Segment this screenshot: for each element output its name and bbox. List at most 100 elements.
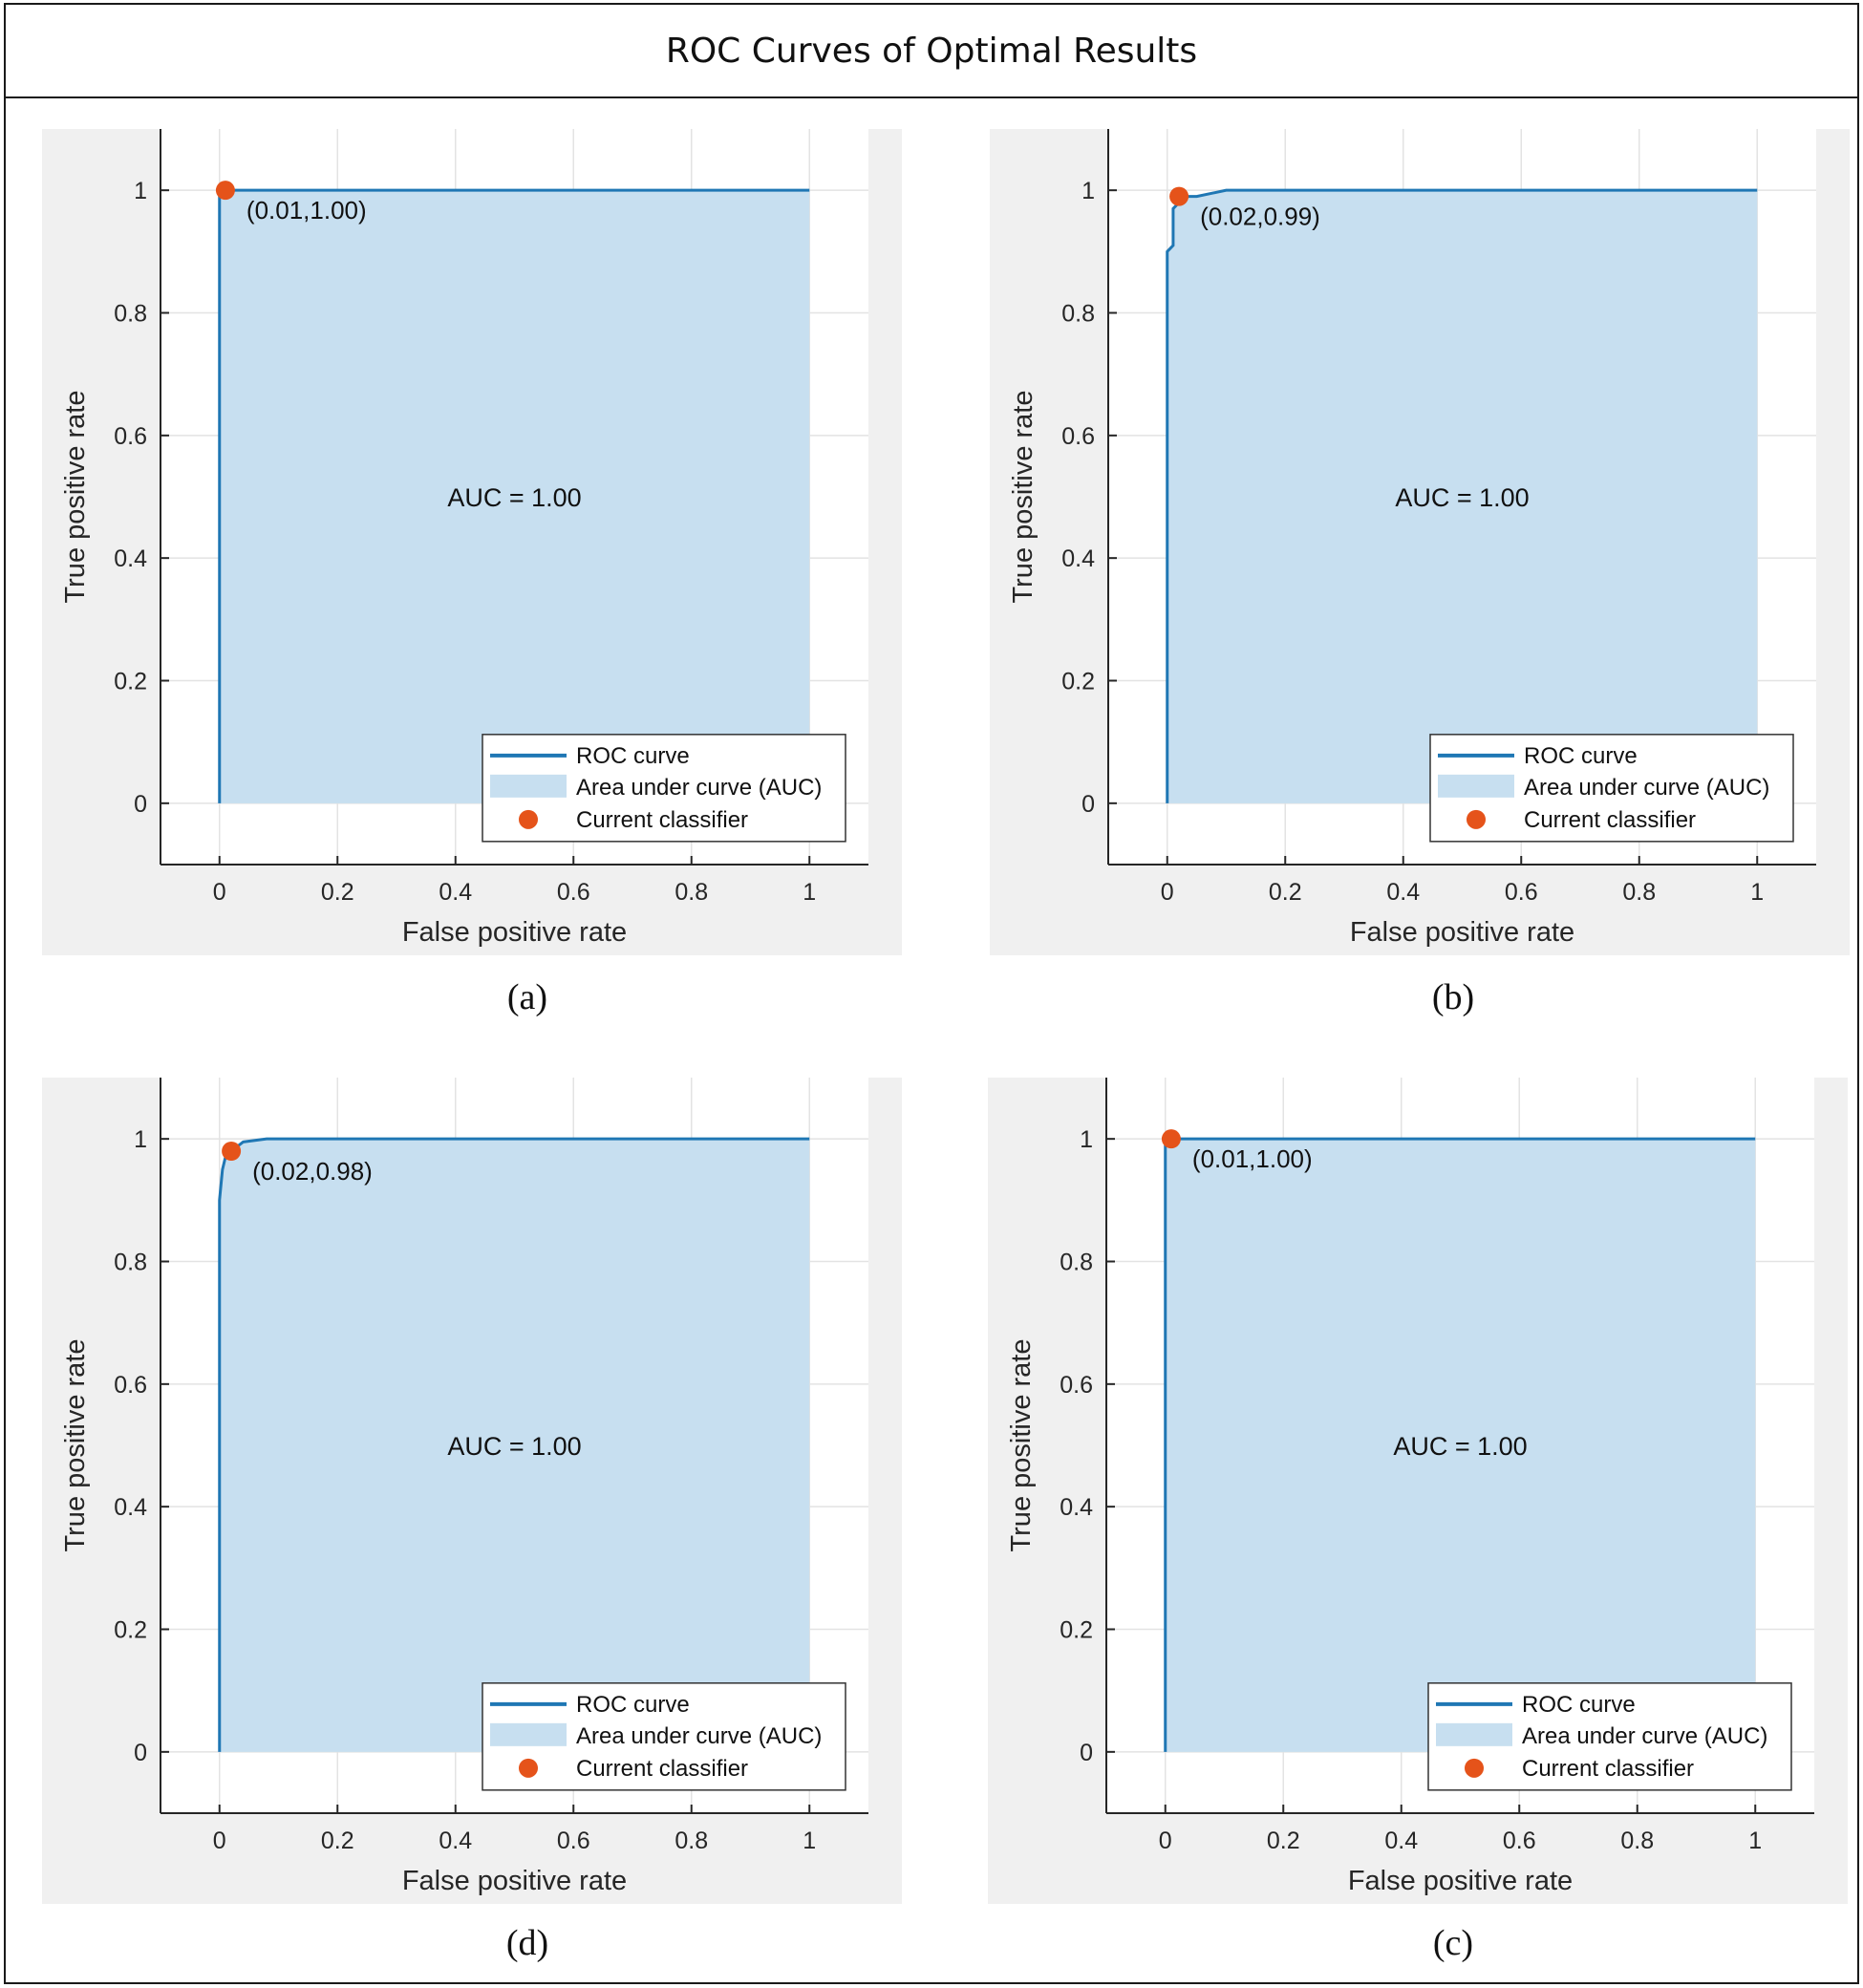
caption-d: (d) (505, 1923, 549, 1963)
x-axis-title: False positive rate (402, 917, 627, 948)
legend-label-classifier: Current classifier (576, 1756, 748, 1782)
operating-point-marker (222, 1142, 242, 1161)
legend-auc-patch (1436, 1722, 1512, 1746)
x-tick-label: 0 (213, 879, 226, 906)
auc-label: AUC = 1.00 (447, 483, 581, 512)
legend-label-classifier: Current classifier (1522, 1756, 1694, 1782)
y-tick-label: 0.6 (1060, 1372, 1093, 1399)
x-tick-label: 0.2 (321, 879, 354, 906)
legend-auc-patch (490, 774, 567, 798)
y-tick-label: 1 (134, 178, 147, 204)
y-tick-label: 0.6 (114, 423, 147, 450)
auc-area (1167, 190, 1758, 803)
x-tick-label: 0.6 (557, 1828, 590, 1854)
legend-auc-patch (490, 1722, 567, 1746)
legend-classifier-marker (1467, 809, 1486, 829)
legend-label-roc: ROC curve (576, 743, 690, 769)
y-tick-label: 0.2 (114, 1617, 147, 1644)
y-tick-label: 0.8 (1061, 301, 1095, 328)
operating-point-marker (215, 181, 235, 201)
chart-svg-a: 0 0 0.2 0.2 0.4 0.4 0.6 0.6 0.8 0.8 1 1 False positi… (60, 129, 868, 948)
y-tick-label: 0.2 (114, 669, 147, 695)
x-tick-label: 0.2 (1267, 1828, 1300, 1854)
legend-label-roc: ROC curve (576, 1692, 690, 1718)
legend-label-classifier: Current classifier (1524, 807, 1696, 833)
x-axis-title: False positive rate (1348, 1866, 1573, 1896)
legend-label-auc: Area under curve (AUC) (576, 1723, 822, 1749)
chart-svg-c: 0 0 0.2 0.2 0.4 0.4 0.6 0.6 0.8 0.8 1 1 False positi… (1006, 1078, 1814, 1896)
y-tick-label: 0.8 (114, 1250, 147, 1276)
y-tick-label: 0 (1081, 791, 1095, 818)
x-tick-label: 0.8 (675, 1828, 708, 1854)
legend-classifier-marker (1465, 1758, 1484, 1778)
chart-panel-c: 0 0 0.2 0.2 0.4 0.4 0.6 0.6 0.8 0.8 1 1 False positi… (988, 1078, 1848, 1904)
chart-panel-a: 0 0 0.2 0.2 0.4 0.4 0.6 0.6 0.8 0.8 1 1 False positi… (42, 129, 902, 955)
y-tick-label: 0 (134, 1740, 147, 1766)
x-axis-title: False positive rate (402, 1866, 627, 1896)
y-axis-title: True positive rate (1006, 1339, 1037, 1552)
operating-point-label: (0.02,0.98) (252, 1157, 373, 1186)
chart-panel-b: 0 0 0.2 0.2 0.4 0.4 0.6 0.6 0.8 0.8 1 1 False positi… (990, 129, 1850, 955)
legend-label-roc: ROC curve (1522, 1692, 1636, 1718)
legend-classifier-marker (519, 809, 538, 829)
x-tick-label: 1 (1748, 1828, 1762, 1854)
legend-label-auc: Area under curve (AUC) (1522, 1723, 1767, 1749)
x-tick-label: 0.2 (321, 1828, 354, 1854)
caption-a: (a) (506, 977, 548, 1017)
y-tick-label: 0.6 (1061, 423, 1095, 450)
legend-classifier-marker (519, 1758, 538, 1778)
x-tick-label: 0.8 (1622, 879, 1656, 906)
x-tick-label: 1 (803, 1828, 816, 1854)
x-tick-label: 0.4 (439, 1828, 472, 1854)
y-tick-label: 0.2 (1060, 1617, 1093, 1644)
legend: ROC curve Area under curve (AUC) Current c… (1427, 1682, 1792, 1791)
legend-label-roc: ROC curve (1524, 743, 1638, 769)
operating-point-label: (0.02,0.99) (1200, 203, 1320, 231)
y-tick-label: 0 (134, 791, 147, 818)
auc-label: AUC = 1.00 (1393, 1432, 1527, 1461)
y-tick-label: 0.4 (1060, 1494, 1093, 1521)
auc-label: AUC = 1.00 (447, 1432, 581, 1461)
y-tick-label: 1 (1080, 1126, 1093, 1153)
chart-svg-b: 0 0 0.2 0.2 0.4 0.4 0.6 0.6 0.8 0.8 1 1 False positi… (1008, 129, 1816, 948)
auc-label: AUC = 1.00 (1395, 483, 1529, 512)
operating-point-label: (0.01,1.00) (246, 196, 367, 224)
legend: ROC curve Area under curve (AUC) Current c… (482, 1682, 846, 1791)
x-tick-label: 0.4 (1386, 879, 1420, 906)
y-tick-label: 0.4 (114, 545, 147, 572)
x-tick-label: 0 (213, 1828, 226, 1854)
x-tick-label: 1 (1750, 879, 1764, 906)
legend: ROC curve Area under curve (AUC) Current c… (1429, 734, 1794, 843)
chart-svg-d: 0 0 0.2 0.2 0.4 0.4 0.6 0.6 0.8 0.8 1 1 False positi… (60, 1078, 868, 1896)
x-tick-label: 0.6 (557, 879, 590, 906)
y-tick-label: 0.8 (114, 301, 147, 328)
y-axis-title: True positive rate (60, 391, 91, 604)
legend-label-auc: Area under curve (AUC) (1524, 775, 1769, 801)
operating-point-label: (0.01,1.00) (1192, 1144, 1313, 1173)
y-tick-label: 1 (1081, 178, 1095, 204)
x-tick-label: 0.2 (1269, 879, 1302, 906)
y-tick-label: 0.4 (1061, 545, 1095, 572)
operating-point-marker (1169, 186, 1189, 206)
legend-label-auc: Area under curve (AUC) (576, 775, 822, 801)
x-tick-label: 0 (1161, 879, 1174, 906)
y-tick-label: 0 (1080, 1740, 1093, 1766)
x-tick-label: 1 (803, 879, 816, 906)
legend: ROC curve Area under curve (AUC) Current c… (482, 734, 846, 843)
y-tick-label: 0.6 (114, 1372, 147, 1399)
chart-panel-d: 0 0 0.2 0.2 0.4 0.4 0.6 0.6 0.8 0.8 1 1 False positi… (42, 1078, 902, 1904)
caption-b: (b) (1431, 977, 1475, 1017)
auc-area (1165, 1139, 1756, 1752)
x-tick-label: 0.8 (675, 879, 708, 906)
legend-label-classifier: Current classifier (576, 807, 748, 833)
x-tick-label: 0.4 (439, 879, 472, 906)
y-tick-label: 0.4 (114, 1494, 147, 1521)
x-tick-label: 0.6 (1505, 879, 1538, 906)
legend-auc-patch (1438, 774, 1514, 798)
y-axis-title: True positive rate (60, 1339, 91, 1552)
y-axis-title: True positive rate (1008, 391, 1039, 604)
x-tick-label: 0.8 (1620, 1828, 1654, 1854)
x-tick-label: 0 (1159, 1828, 1172, 1854)
operating-point-marker (1161, 1129, 1181, 1149)
page-title: ROC Curves of Optimal Results (665, 31, 1198, 71)
